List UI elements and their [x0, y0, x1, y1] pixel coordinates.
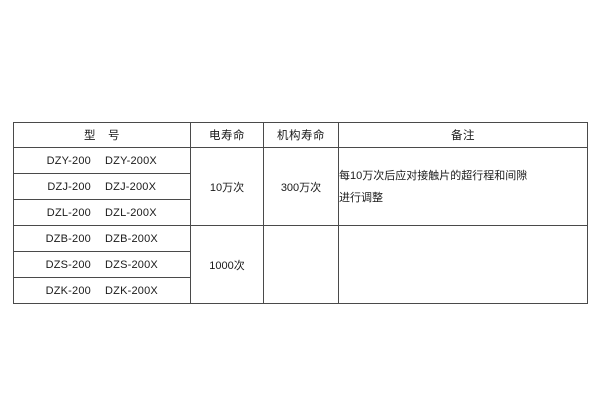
- mechanical-life-group-2: [263, 225, 339, 304]
- model-code-variant: DZB-200X: [105, 232, 158, 245]
- column-header-electrical-life: 电寿命: [190, 122, 264, 148]
- model-cell: DZL-200 DZL-200X: [13, 199, 191, 226]
- model-cell: DZK-200 DZK-200X: [13, 277, 191, 304]
- electrical-life-group-1: 10万次: [190, 147, 264, 226]
- remark-line-2: 进行调整: [339, 191, 383, 204]
- table-row: DZJ-200 DZJ-200X: [13, 173, 588, 200]
- column-header-model-label: 型 号: [84, 130, 120, 142]
- column-header-remark: 备注: [338, 122, 588, 148]
- model-cell: DZB-200 DZB-200X: [13, 225, 191, 252]
- table-row: DZL-200 DZL-200X: [13, 199, 588, 226]
- remark-group-2: [338, 225, 588, 304]
- table-header-row: 型 号 电寿命 机构寿命 备注: [13, 122, 588, 148]
- table-row: DZY-200 DZY-200X 10万次 300万次 每10万次后应对接触片的超…: [13, 147, 588, 226]
- model-code-variant: DZJ-200X: [105, 180, 157, 193]
- remark-line-1: 每10万次后应对接触片的超行程和间隙: [339, 169, 528, 182]
- model-code-primary: DZJ-200: [47, 180, 91, 193]
- model-code-variant: DZS-200X: [105, 258, 158, 271]
- table-row: DZK-200 DZK-200X: [13, 277, 588, 304]
- model-code-primary: DZS-200: [45, 258, 91, 271]
- column-header-mechanical-life: 机构寿命: [263, 122, 339, 148]
- table-body: DZY-200 DZY-200X 10万次 300万次 每10万次后应对接触片的超…: [13, 147, 588, 304]
- model-cell: DZJ-200 DZJ-200X: [13, 173, 191, 200]
- model-code-variant: DZY-200X: [105, 154, 157, 167]
- model-code-variant: DZK-200X: [105, 284, 158, 297]
- model-code-variant: DZL-200X: [105, 206, 157, 219]
- table-row: DZS-200 DZS-200X: [13, 251, 588, 278]
- model-cell: DZY-200 DZY-200X: [13, 147, 191, 174]
- model-code-primary: DZL-200: [46, 206, 91, 219]
- table-row: DZB-200 DZB-200X 1000次: [13, 225, 588, 304]
- spec-table-container: 型 号 电寿命 机构寿命 备注 DZY-200 DZY-200X 10万次 300…: [13, 122, 588, 304]
- relay-specification-table: 型 号 电寿命 机构寿命 备注 DZY-200 DZY-200X 10万次 300…: [13, 122, 588, 304]
- model-cell: DZS-200 DZS-200X: [13, 251, 191, 278]
- table-header: 型 号 电寿命 机构寿命 备注: [13, 122, 588, 148]
- electrical-life-group-2: 1000次: [190, 225, 264, 304]
- model-code-primary: DZK-200: [45, 284, 91, 297]
- model-code-primary: DZY-200: [46, 154, 91, 167]
- model-code-primary: DZB-200: [45, 232, 91, 245]
- mechanical-life-group-1: 300万次: [263, 147, 339, 226]
- remark-group-1: 每10万次后应对接触片的超行程和间隙 进行调整: [338, 147, 588, 226]
- column-header-model: 型 号: [13, 122, 191, 148]
